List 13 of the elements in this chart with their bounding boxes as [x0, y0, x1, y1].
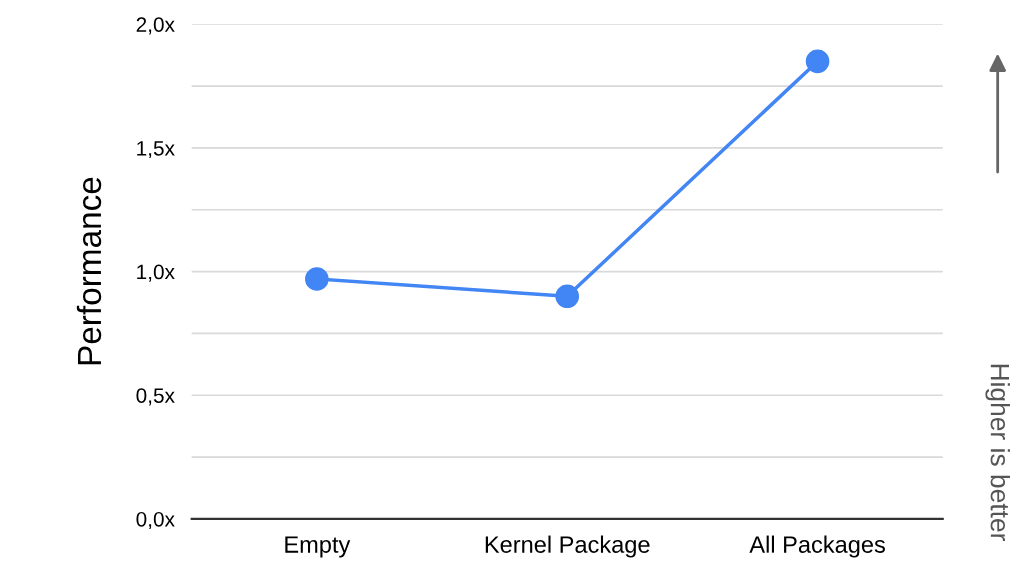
- x-tick-label: Kernel Package: [485, 535, 650, 558]
- point: [805, 49, 830, 74]
- point: [555, 284, 580, 309]
- x-tick-label: Empty: [285, 536, 351, 558]
- y-tick-label: 0,5x: [136, 388, 175, 406]
- x-tick-label: All Packages: [749, 535, 885, 558]
- point: [305, 267, 329, 291]
- y-tick-label: 1,0x: [137, 264, 175, 282]
- y-tick-label: 2,0x: [136, 17, 175, 35]
- y-tick-label: 0,0x: [136, 511, 175, 530]
- y-tick-label: 1,5x: [137, 141, 175, 159]
- text: Higher is better: [985, 364, 1010, 542]
- y-axis-title: Performance: [76, 177, 102, 365]
